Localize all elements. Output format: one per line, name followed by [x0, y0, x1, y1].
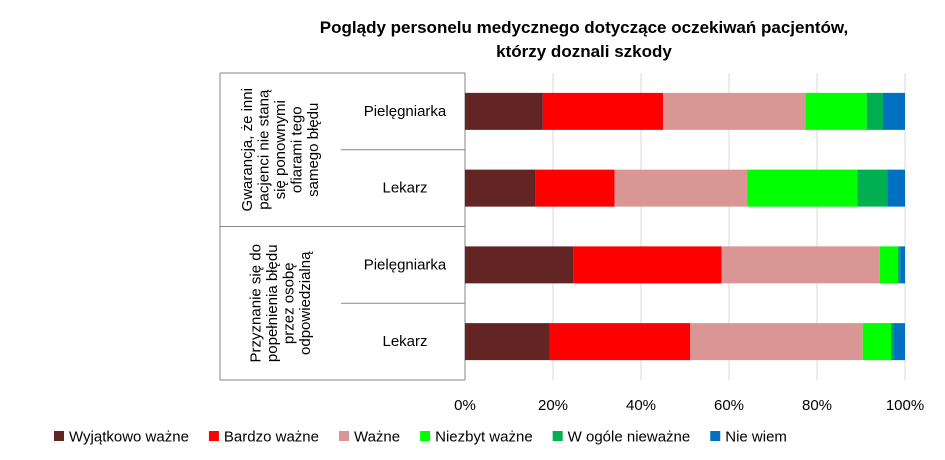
bar-segment	[690, 323, 863, 361]
legend-label: Nie wiem	[725, 429, 787, 446]
legend-label: Wyjątkowo ważne	[69, 429, 189, 446]
chart-subtitle: którzy doznali szkody	[496, 42, 672, 61]
group-label-line: się ponownymi	[272, 100, 289, 199]
bar-segment	[900, 246, 905, 284]
bar-segment	[465, 169, 536, 207]
bar-segment	[887, 169, 905, 207]
bar-segment	[465, 246, 574, 284]
bar-segment	[890, 323, 894, 361]
bar-segment	[535, 169, 615, 207]
bar-segment	[465, 92, 543, 130]
legend-swatch	[420, 431, 431, 441]
bar-segment	[879, 246, 898, 284]
group-label-line: przez osobę	[280, 262, 297, 344]
bar-segment	[857, 169, 888, 207]
group-label-line: ofiarami tego	[289, 106, 306, 193]
x-tick-label: 20%	[538, 397, 568, 414]
bar-segment	[747, 169, 858, 207]
bar-segment	[721, 246, 880, 284]
chart-title: Poglądy personelu medycznego dotyczące o…	[320, 18, 848, 37]
bar-segment	[614, 169, 748, 207]
bar-segment	[549, 323, 691, 361]
legend-label: Niezbyt ważne	[435, 429, 533, 446]
x-tick-label: 40%	[626, 397, 656, 414]
legend-label: Bardzo ważne	[224, 429, 319, 446]
legend-swatch	[338, 431, 349, 441]
legend-swatch	[208, 431, 219, 441]
group-label-line: samego błędu	[305, 103, 322, 197]
category-label: Pielęgniarka	[364, 256, 447, 273]
group-label-line: Przyznanie się do	[247, 244, 264, 362]
bar-segment	[897, 246, 901, 284]
group-label-line: odpowiedzialną	[297, 251, 314, 355]
legend-label: Ważne	[354, 429, 400, 446]
bar-segment	[805, 92, 867, 130]
x-tick-label: 100%	[886, 397, 924, 414]
bar-segment	[883, 92, 905, 130]
bar-segment	[573, 246, 722, 284]
legend-label: W ogóle nieważne	[568, 429, 691, 446]
x-tick-label: 80%	[802, 397, 832, 414]
bar-segment	[893, 323, 905, 361]
bar-segment	[465, 323, 550, 361]
bar-segment	[862, 323, 891, 361]
category-label: Lekarz	[382, 180, 427, 197]
legend-swatch	[552, 431, 563, 441]
group-label-line: Gwarancja, że inni	[239, 88, 256, 211]
x-tick-label: 60%	[714, 397, 744, 414]
legend-swatch	[54, 431, 64, 441]
category-label: Pielęgniarka	[364, 103, 447, 120]
legend-swatch	[710, 431, 721, 441]
x-tick-label: 0%	[454, 397, 476, 414]
category-label: Lekarz	[382, 333, 427, 350]
bar-segment	[663, 92, 806, 130]
group-label-line: popełnienia błędu	[264, 244, 281, 362]
group-label-line: pacjenci nie staną	[256, 89, 273, 210]
bar-segment	[866, 92, 883, 130]
bar-segment	[542, 92, 663, 130]
